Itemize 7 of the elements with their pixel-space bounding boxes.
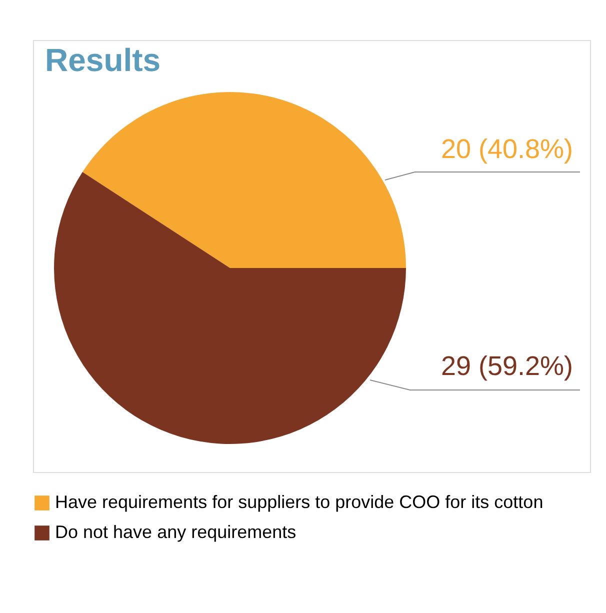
data-label: 29 (59.2%): [440, 351, 574, 381]
data-label: 20 (40.8%): [440, 134, 574, 164]
pie-slice: [54, 172, 406, 444]
legend-label: Do not have any requirements: [55, 522, 296, 542]
chart-title: Results: [45, 42, 161, 78]
legend-label: Have requirements for suppliers to provide COO for its cotton: [55, 492, 544, 512]
pie-slice: [82, 92, 406, 268]
